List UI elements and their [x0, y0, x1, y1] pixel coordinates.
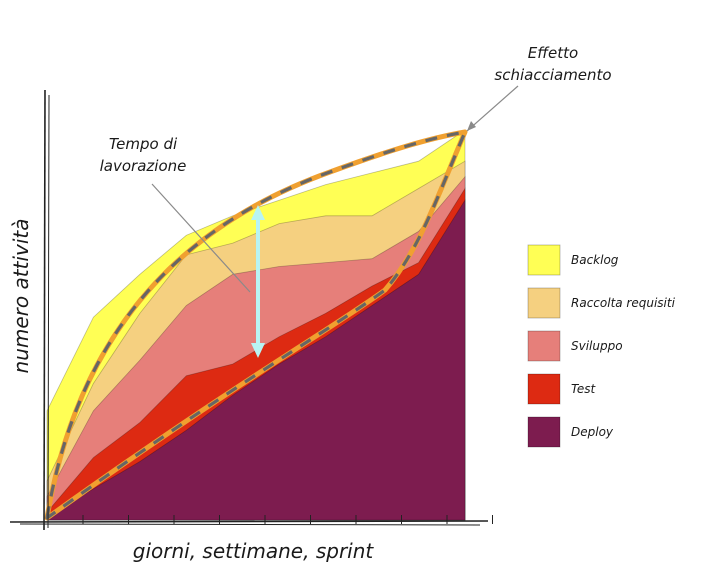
y-axis-line-stroke-2 — [47, 94, 50, 529]
lead-time-arrowhead-bottom — [251, 343, 265, 358]
legend-swatch-test — [527, 373, 561, 405]
legend: Backlog Raccolta requisiti Sviluppo Test Dep… — [527, 244, 676, 448]
axes — [9, 89, 493, 531]
compression-lens-outline — [45, 130, 467, 520]
legend-label-backlog: Backlog — [571, 253, 619, 267]
lead-time-arrowhead-top — [251, 205, 265, 220]
y-axis-line — [43, 89, 46, 531]
annotation-tempo-lavorazione: Tempo di lavorazione — [100, 135, 251, 293]
x-axis-line — [9, 520, 489, 523]
overlay-group — [44, 129, 468, 521]
x-ticks — [82, 515, 493, 524]
annotation-effetto-pointer — [466, 85, 519, 132]
x-axis-line-stroke-2 — [19, 523, 481, 526]
legend-label-test: Test — [571, 382, 596, 396]
annotation-tempo-line-2: lavorazione — [100, 157, 187, 175]
legend-swatch-backlog — [527, 244, 561, 276]
x-axis-title: giorni, settimane, sprint — [133, 539, 375, 563]
legend-label-deploy: Deploy — [571, 425, 614, 439]
annotation-effetto-line-2: schiacciamento — [494, 66, 611, 84]
y-axis-title: numero attività — [9, 219, 33, 374]
legend-swatch-deploy — [527, 416, 561, 448]
annotation-effetto-line-1: Effetto — [528, 44, 578, 62]
legend-swatch-raccolta-requisiti — [527, 287, 561, 319]
legend-label-sviluppo: Sviluppo — [571, 339, 623, 353]
annotation-effetto-schiacciamento: Effetto schiacciamento — [466, 44, 612, 132]
annotation-tempo-line-1: Tempo di — [109, 135, 178, 153]
legend-swatch-sviluppo — [527, 330, 561, 362]
legend-label-raccolta-requisiti: Raccolta requisiti — [571, 296, 676, 310]
annotation-effetto-arrowhead — [467, 121, 476, 131]
annotation-tempo-pointer — [151, 183, 251, 293]
